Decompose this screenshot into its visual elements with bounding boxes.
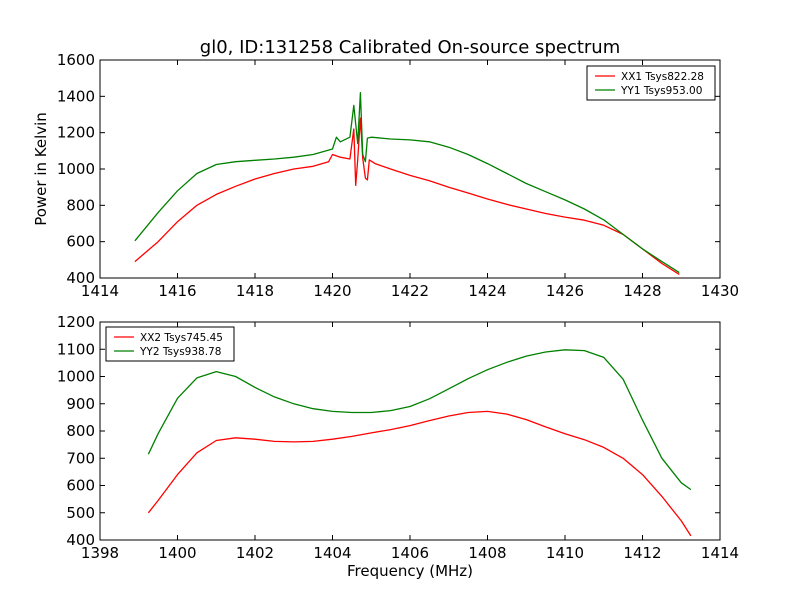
top-y-tick-label: 1000: [57, 160, 95, 178]
bottom-x-tick-label: 1414: [701, 544, 739, 562]
bottom-legend-box: [105, 326, 235, 362]
bottom-y-tick-label: 1000: [57, 368, 95, 386]
bottom-y-tick-label: 500: [66, 504, 95, 522]
top-y-tick-label: 400: [66, 269, 95, 287]
top-y-tick-label: 600: [66, 233, 95, 251]
top-x-tick-label: 1416: [158, 282, 196, 300]
top-legend-label: XX1 Tsys822.28: [621, 71, 704, 83]
bottom-x-tick-label: 1404: [313, 544, 351, 562]
chart-title: gl0, ID:131258 Calibrated On-source spec…: [200, 37, 620, 58]
top-x-tick-label: 1424: [468, 282, 506, 300]
bottom-y-tick-label: 400: [66, 531, 95, 549]
top-legend: XX1 Tsys822.28 YY1 Tsys953.00: [586, 65, 716, 101]
bottom-plot: 1398 1400 1402 1404 1406 1408 1410 1412 1414 400 5…: [57, 313, 739, 580]
bottom-legend-label: XX2 Tsys745.45: [140, 332, 223, 344]
bottom-y-tick-label: 600: [66, 477, 95, 495]
top-x-tick-label: 1428: [623, 282, 661, 300]
bottom-legend-label: YY2 Tsys938.78: [139, 346, 221, 358]
top-y-tick-label: 800: [66, 196, 95, 214]
bottom-y-tick-label: 800: [66, 422, 95, 440]
bottom-x-tick-label: 1402: [236, 544, 274, 562]
top-plot: 1414 1416 1418 1420 1422 1424 1426 1428 1430 400 6…: [32, 37, 739, 300]
bottom-y-tick-label: 1100: [57, 340, 95, 358]
bottom-x-tick-label: 1408: [468, 544, 506, 562]
bottom-x-tick-label: 1406: [391, 544, 429, 562]
bottom-x-tick-label: 1400: [158, 544, 196, 562]
bottom-x-tick-label: 1412: [623, 544, 661, 562]
bottom-series-yy-line: [147, 349, 692, 491]
bottom-y-tick-label: 900: [66, 395, 95, 413]
top-y-axis-label: Power in Kelvin: [32, 112, 50, 226]
top-y-tick-label: 1600: [57, 51, 95, 69]
top-y-tick-label: 1200: [57, 124, 95, 142]
top-y-tick-label: 1400: [57, 87, 95, 105]
top-legend-box: [586, 65, 716, 101]
bottom-legend: XX2 Tsys745.45 YY2 Tsys938.78: [105, 326, 235, 362]
top-x-tick-label: 1418: [236, 282, 274, 300]
top-x-tick-label: 1422: [391, 282, 429, 300]
bottom-y-tick-label: 700: [66, 449, 95, 467]
top-legend-label: YY1 Tsys953.00: [620, 85, 702, 97]
bottom-x-axis-label: Frequency (MHz): [347, 562, 473, 580]
top-x-tick-label: 1430: [701, 282, 739, 300]
bottom-x-tick-label: 1398: [81, 544, 119, 562]
bottom-y-tick-label: 1200: [57, 313, 95, 331]
top-x-tick-label: 1414: [81, 282, 119, 300]
top-x-tick-label: 1426: [546, 282, 584, 300]
bottom-series-xx-line: [147, 410, 692, 537]
top-x-tick-label: 1420: [313, 282, 351, 300]
top-series-xx-line: [134, 117, 680, 275]
bottom-x-tick-label: 1410: [546, 544, 584, 562]
top-series-yy-line: [134, 92, 680, 274]
